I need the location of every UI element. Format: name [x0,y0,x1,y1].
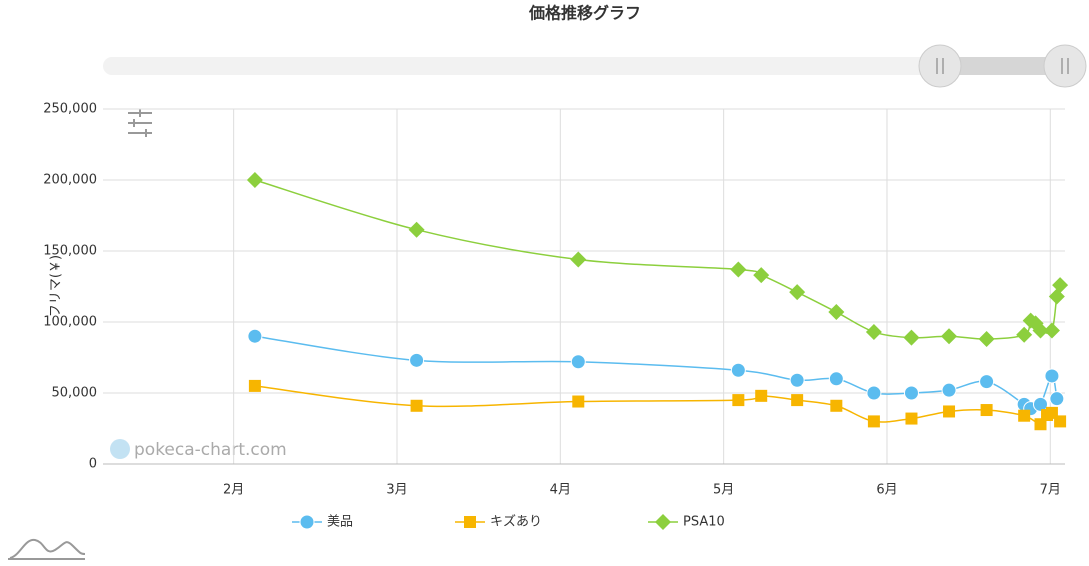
marker [941,382,957,398]
y-axis-label: フリマ(￥) [49,255,64,317]
marker [1054,415,1067,428]
marker [410,399,423,412]
legend-label: キズあり [490,514,542,530]
marker [570,354,586,370]
marker [246,172,263,188]
slider-range [940,57,1065,75]
x-tick-label: 4月 [550,483,571,498]
grid [103,108,1065,465]
legend-label: PSA10 [683,515,725,530]
filter-icon[interactable] [128,109,152,137]
marker [866,385,882,401]
marker [730,261,747,278]
marker [941,328,958,345]
x-tick-label: 7月 [1040,483,1061,498]
marker [828,304,845,321]
marker [1034,418,1047,431]
y-tick-label: 250,000 [43,102,97,117]
y-tick-label: 100,000 [43,315,97,330]
series [246,172,1069,348]
marker [905,412,918,425]
y-tick-label: 150,000 [43,244,97,259]
legend-marker [655,514,671,530]
slider-handle[interactable] [1043,44,1087,88]
range-slider[interactable] [103,44,1087,88]
marker [1032,322,1049,339]
logo [9,538,86,559]
y-tick-label: 0 [89,457,97,472]
legend-label: 美品 [327,515,353,530]
marker [732,394,745,407]
legend-item[interactable]: PSA10 [648,514,725,530]
marker [572,395,585,408]
series [248,379,1067,431]
marker [248,379,261,392]
marker [867,415,880,428]
marker [755,389,768,402]
marker [789,284,806,301]
marker [1044,368,1060,384]
x-tick-label: 2月 [223,483,244,498]
chart-title: 価格推移グラフ [528,4,641,23]
marker [789,372,805,388]
marker [1052,277,1069,294]
legend-item[interactable]: 美品 [292,514,353,530]
marker [980,404,993,417]
marker [570,251,587,268]
marker [1016,326,1033,343]
marker [1049,391,1065,407]
marker [1018,409,1031,422]
marker [979,374,995,390]
series [247,328,1065,417]
x-tick-label: 5月 [713,483,734,498]
marker [1033,396,1049,412]
line [254,179,1061,340]
handle-grip [936,58,944,74]
marker [903,329,920,346]
marker [247,328,263,344]
handle-grip [1061,58,1069,74]
legend-marker [464,516,476,528]
x-tick-label: 3月 [386,483,407,498]
slider-track [103,57,1085,75]
slider-handle[interactable] [918,44,962,88]
marker [730,362,746,378]
marker [409,352,425,368]
x-tick-label: 6月 [876,483,897,498]
watermark-text: pokeca-chart.com [134,440,287,460]
marker [978,331,995,348]
marker [943,405,956,418]
marker [1048,288,1065,305]
marker [903,385,919,401]
marker [830,399,843,412]
watermark: pokeca-chart.com [110,439,287,460]
marker [828,371,844,387]
marker [791,394,804,407]
line [254,335,1058,410]
y-tick-label: 200,000 [43,173,97,188]
y-tick-label: 50,000 [52,386,98,401]
marker [753,267,770,284]
legend-item[interactable]: キズあり [455,514,542,530]
marker [1043,322,1060,339]
legend-marker [299,514,315,530]
marker [408,221,425,238]
marker [865,323,882,340]
